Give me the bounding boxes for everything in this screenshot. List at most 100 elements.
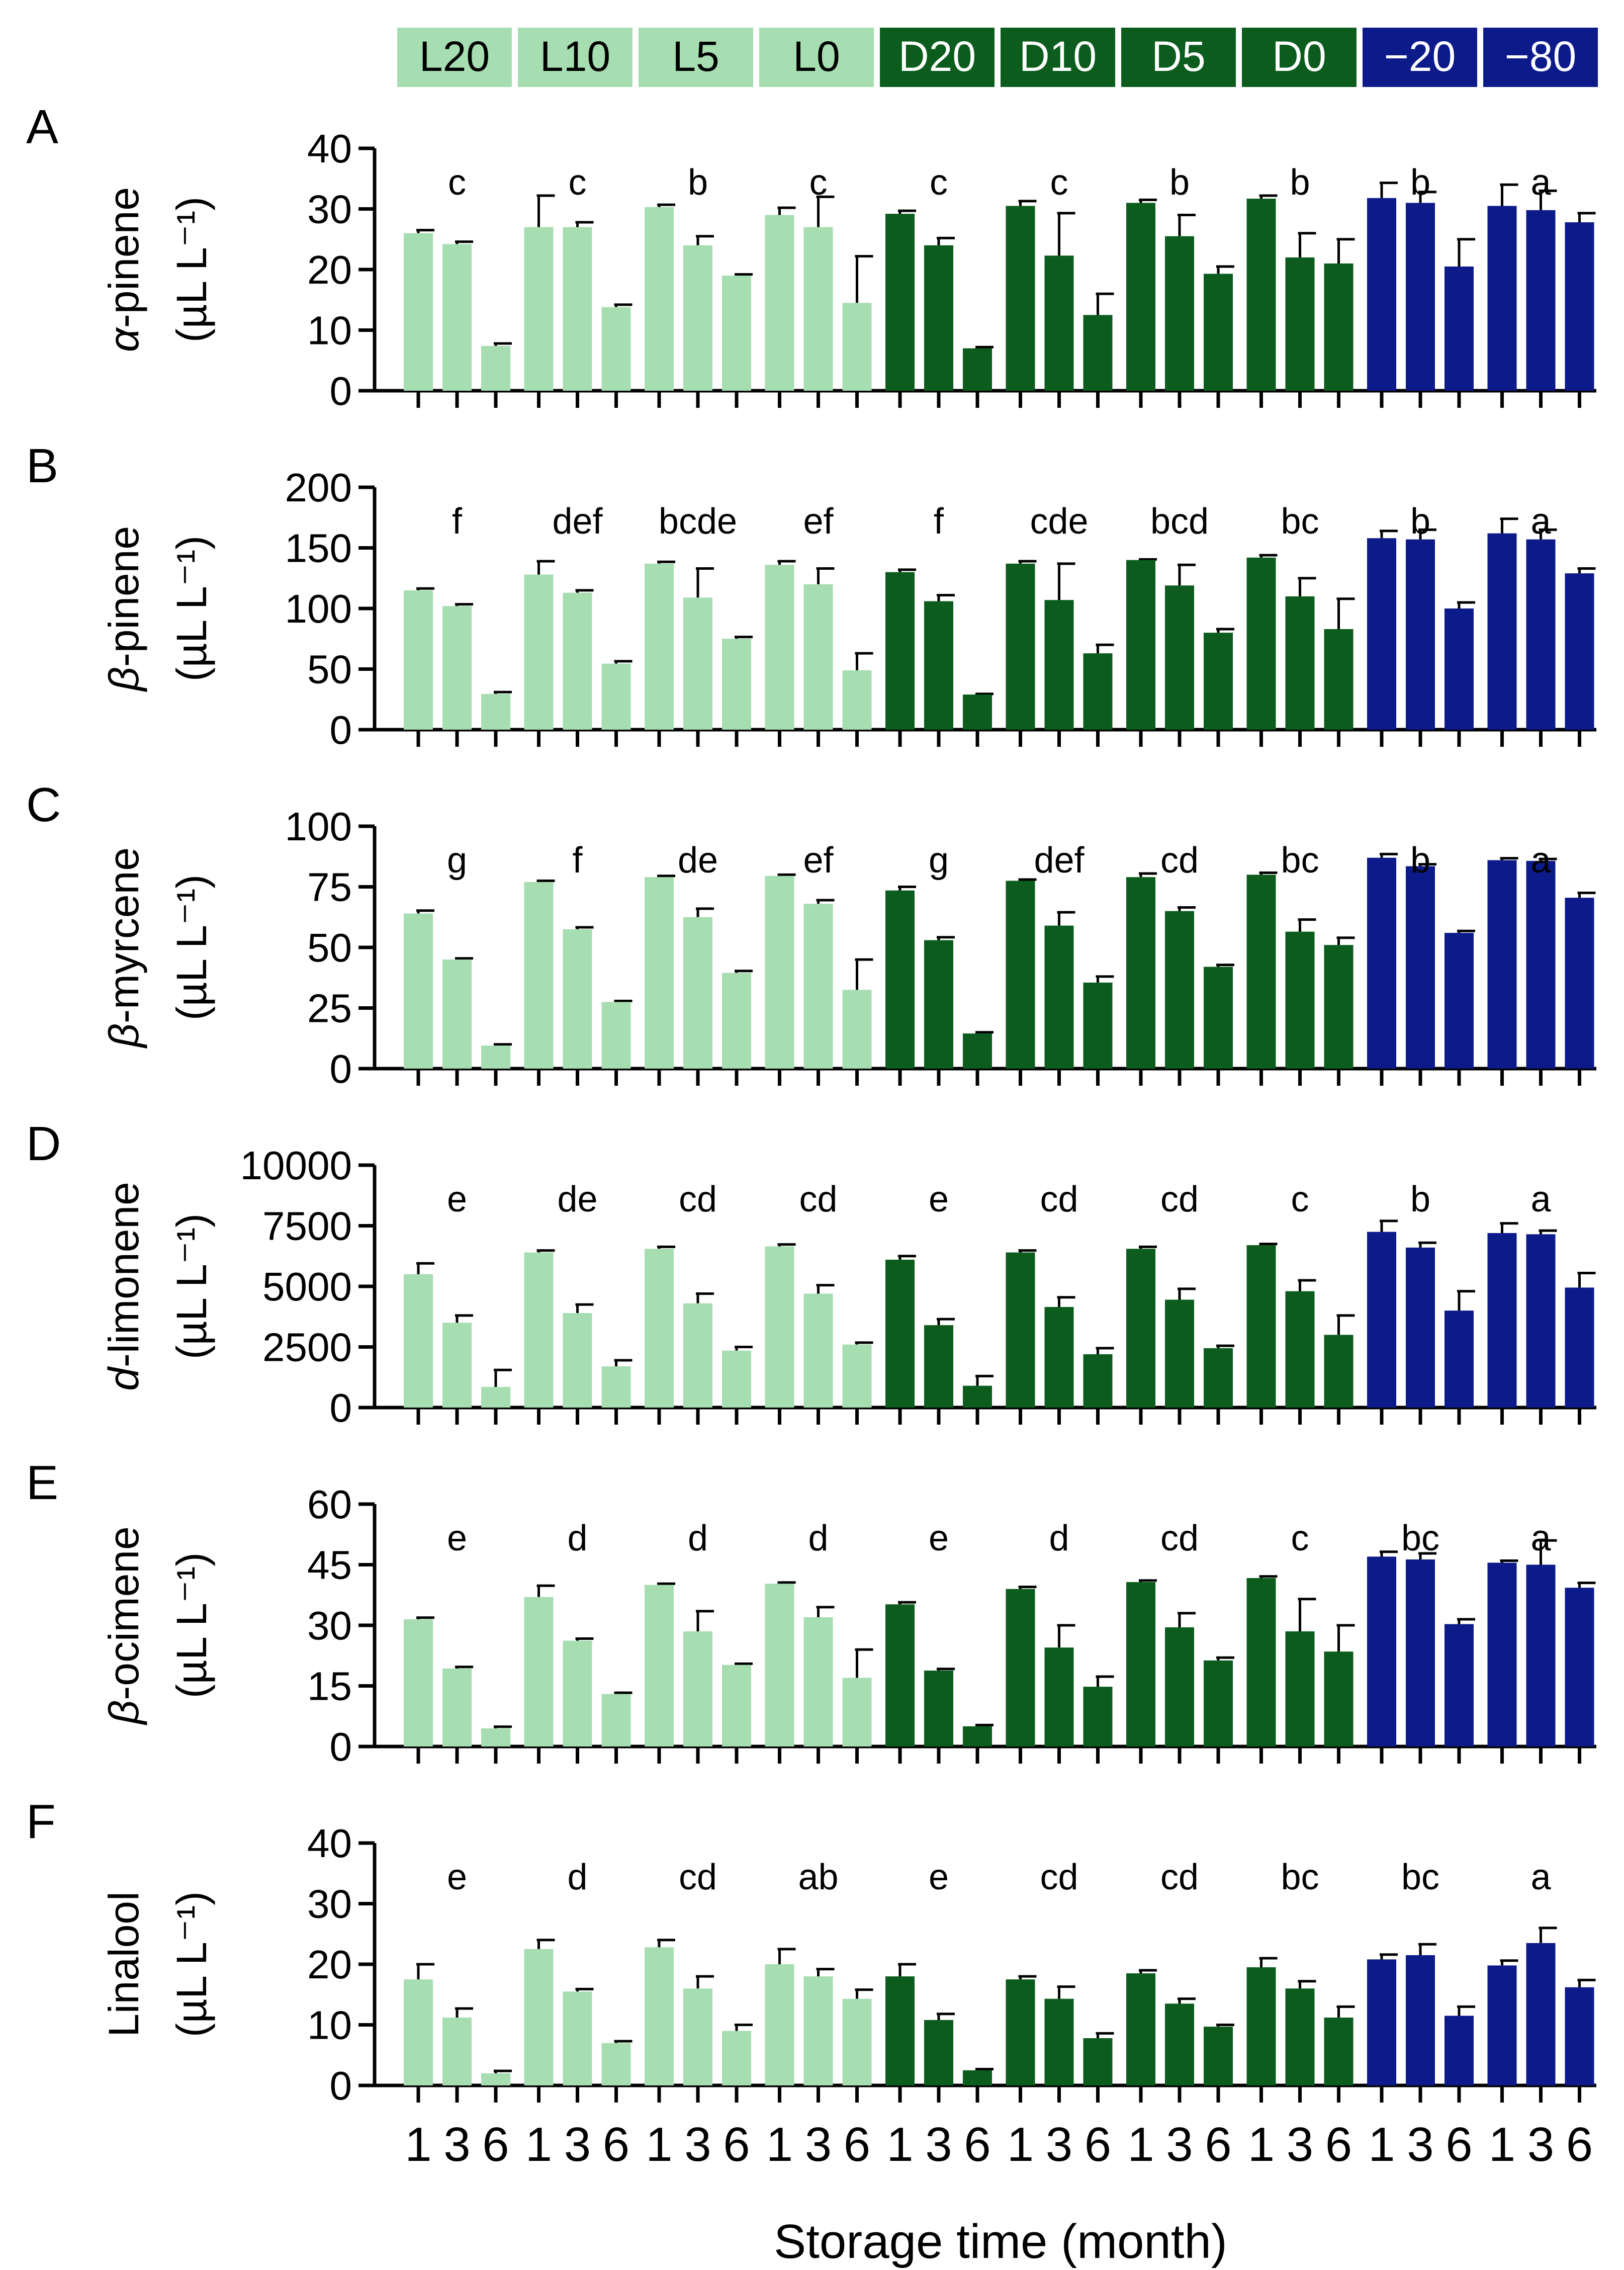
significance-letter: b: [1410, 1179, 1430, 1219]
significance-letter: e: [929, 1518, 949, 1558]
bar-D20-m3: [924, 940, 953, 1069]
bar-D0-m6: [1324, 629, 1354, 730]
bar-−20-m3: [1406, 1247, 1435, 1408]
bar-D10-m6: [1083, 315, 1113, 391]
y-tick-label: 30: [307, 187, 352, 232]
bar-D10-m1: [1006, 563, 1035, 730]
x-tick-label: 6: [723, 2118, 750, 2171]
bar-L5-m6: [722, 2031, 751, 2085]
x-tick-label: 1: [1007, 2118, 1034, 2171]
bar-L0-m1: [765, 1584, 794, 1747]
compound-name: -myrcene: [100, 847, 147, 1023]
x-axis-title: Storage time (month): [774, 2215, 1227, 2268]
x-tick-label: 1: [525, 2118, 552, 2171]
y-tick-label: 0: [330, 2063, 352, 2108]
legend-label-4: D20: [898, 33, 976, 80]
significance-letter: b: [1169, 162, 1190, 203]
bar-L0-m3: [803, 1976, 833, 2085]
legend-swatch-4: [880, 28, 995, 87]
significance-letter: g: [929, 840, 949, 881]
y-tick-label: 20: [307, 1942, 352, 1987]
x-tick-label: 1: [405, 2118, 431, 2171]
bar-L5-m6: [722, 1350, 751, 1408]
legend-label-3: L0: [793, 33, 840, 80]
significance-letter: ef: [803, 840, 834, 881]
bar-D0-m6: [1324, 945, 1354, 1069]
significance-letter: c: [1291, 1179, 1309, 1219]
bar-D20-m6: [963, 694, 992, 730]
bar-−80-m3: [1526, 860, 1556, 1069]
legend-label-7: D0: [1272, 33, 1326, 80]
bar-D5-m3: [1165, 585, 1194, 730]
x-tick-label: 6: [964, 2118, 990, 2171]
compound-prefix: α: [100, 327, 147, 352]
x-tick-label: 3: [684, 2118, 711, 2171]
y-tick-label: 60: [307, 1482, 352, 1527]
significance-letter: c: [1291, 1518, 1309, 1558]
significance-letter: cd: [679, 1857, 717, 1897]
x-tick-label: 6: [482, 2118, 509, 2171]
x-tick-label: 3: [805, 2118, 832, 2171]
bar-D20-m3: [924, 1670, 953, 1747]
bar-D20-m6: [963, 2070, 992, 2085]
significance-letter: a: [1530, 840, 1551, 881]
bar-D5-m6: [1204, 2027, 1233, 2085]
compound-name: -pinene: [100, 187, 147, 328]
significance-letter: d: [688, 1518, 708, 1558]
bar-−80-m1: [1487, 1562, 1517, 1747]
bar-D0-m6: [1324, 1335, 1354, 1408]
bar-D0-m1: [1246, 1578, 1276, 1747]
y-tick-label: 0: [330, 1046, 352, 1091]
significance-letter: c: [448, 162, 466, 203]
significance-letter: cd: [1160, 840, 1199, 881]
significance-letter: a: [1530, 1518, 1551, 1558]
bar-L0-m6: [842, 1344, 872, 1408]
y-tick-label: 10: [307, 2003, 352, 2048]
bar-D0-m6: [1324, 263, 1354, 391]
compound-prefix: β: [100, 1700, 147, 1726]
panel-letter: C: [26, 778, 61, 832]
bar-−20-m3: [1406, 203, 1435, 391]
y-tick-label: 50: [307, 925, 352, 970]
significance-letter: ef: [803, 501, 834, 542]
bar-L5-m1: [645, 563, 674, 730]
bar-−20-m6: [1445, 1311, 1474, 1408]
significance-letter: e: [447, 1179, 467, 1219]
bar-D5-m6: [1204, 1348, 1233, 1408]
significance-letter: de: [557, 1179, 597, 1219]
bar-D10-m6: [1083, 1687, 1113, 1747]
bar-L20-m1: [404, 233, 433, 391]
legend-label-8: −20: [1384, 33, 1456, 80]
bar-D5-m1: [1126, 560, 1155, 730]
y-tick-label: 10: [307, 308, 352, 353]
legend-label-0: L20: [419, 33, 490, 80]
significance-letter: f: [934, 501, 944, 542]
legend-label-2: L5: [672, 33, 719, 80]
legend-swatch-6: [1121, 28, 1236, 87]
bar-L5-m1: [645, 1249, 674, 1408]
bar-L10-m3: [563, 929, 592, 1069]
bar-D0-m3: [1285, 1988, 1315, 2085]
compound-name: -ocimene: [100, 1526, 147, 1700]
bar-L20-m3: [442, 2018, 472, 2085]
bar-L20-m1: [404, 1274, 433, 1408]
y-tick-label: 30: [307, 1882, 352, 1927]
bar-L20-m3: [442, 1668, 472, 1747]
bar-−20-m1: [1367, 1959, 1396, 2085]
significance-letter: c: [1050, 162, 1068, 203]
legend-swatch-5: [1001, 28, 1115, 87]
panel-letter: F: [26, 1795, 56, 1849]
bar-L10-m6: [601, 307, 631, 391]
significance-letter: ab: [798, 1857, 838, 1897]
bar-D0-m3: [1285, 1291, 1315, 1408]
compound-prefix: d: [100, 1366, 147, 1391]
bar-D20-m3: [924, 2020, 953, 2085]
x-tick-label: 6: [1325, 2118, 1352, 2171]
significance-letter: de: [678, 840, 718, 881]
bar-L10-m3: [563, 1313, 592, 1408]
significance-letter: cde: [1030, 501, 1088, 542]
significance-letter: c: [569, 162, 587, 203]
bar-L10-m1: [524, 574, 554, 730]
panel-letter: A: [26, 100, 58, 154]
